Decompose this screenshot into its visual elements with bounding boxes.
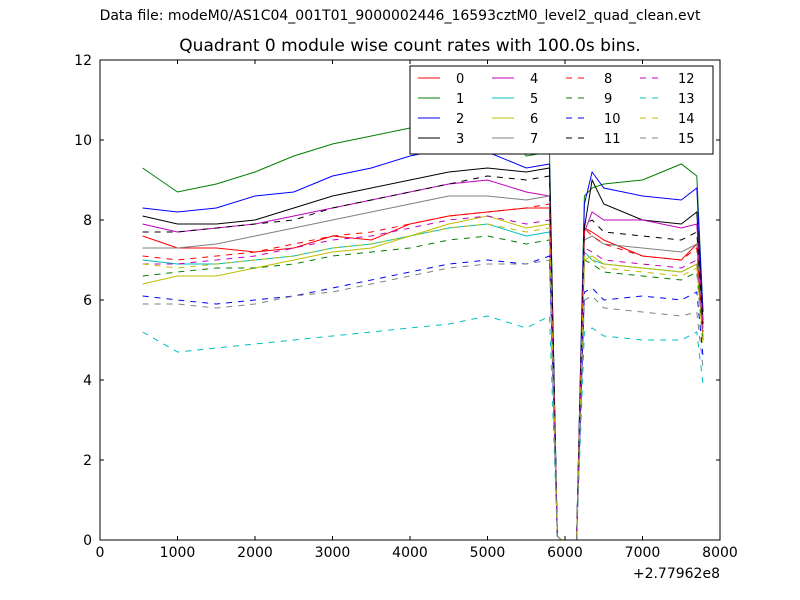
x-tick-label: 1000 (160, 545, 196, 561)
legend-label-14: 14 (678, 112, 695, 127)
series-line-2 (142, 147, 704, 541)
legend-label-5: 5 (530, 92, 538, 107)
x-tick-label: 6000 (547, 545, 583, 561)
y-tick-label: 2 (83, 453, 92, 469)
x-tick-label: 3000 (315, 545, 351, 561)
series-line-4 (142, 179, 704, 541)
x-tick-label: 2000 (237, 545, 273, 561)
y-tick-label: 12 (74, 53, 92, 69)
series-line-15 (142, 259, 704, 541)
legend-label-0: 0 (456, 72, 464, 87)
series-line-7 (142, 195, 704, 541)
series-line-0 (142, 207, 704, 541)
series-line-13 (142, 315, 704, 541)
series-line-3 (142, 167, 704, 541)
legend-label-3: 3 (456, 132, 464, 147)
series-line-8 (142, 203, 704, 541)
legend-label-2: 2 (456, 112, 464, 127)
series-line-6 (142, 215, 704, 541)
y-tick-label: 4 (83, 373, 92, 389)
series-layer (142, 107, 704, 541)
legend-label-10: 10 (604, 112, 621, 127)
legend-label-8: 8 (604, 72, 612, 87)
series-line-9 (142, 235, 704, 541)
x-tick-label: 4000 (392, 545, 428, 561)
legend-label-9: 9 (604, 92, 612, 107)
y-tick-label: 10 (74, 133, 92, 149)
legend-label-13: 13 (678, 92, 695, 107)
legend-label-15: 15 (678, 132, 695, 147)
y-tick-label: 6 (83, 293, 92, 309)
legend-frame (409, 65, 714, 155)
series-line-10 (142, 255, 704, 541)
chart-title: Quadrant 0 module wise count rates with … (179, 36, 641, 56)
series-line-11 (142, 175, 704, 541)
legend-label-4: 4 (530, 72, 538, 87)
x-offset-label: +2.77962e8 (633, 566, 720, 582)
legend-label-12: 12 (678, 72, 695, 87)
legend-label-11: 11 (604, 132, 621, 147)
legend-label-7: 7 (530, 132, 538, 147)
y-tick-label: 0 (83, 533, 92, 549)
x-tick-label: 5000 (470, 545, 506, 561)
y-tick-label: 8 (83, 213, 92, 229)
tick-layer: 0 1000 2000 3000 4000 5000 6000 7000 80000246810… (74, 53, 738, 561)
legend-label-1: 1 (456, 92, 464, 107)
series-line-12 (142, 215, 704, 541)
legend-label-6: 6 (530, 112, 538, 127)
series-line-5 (142, 223, 704, 541)
suptitle: Data file: modeM0/AS1C04_001T01_90000024… (99, 8, 701, 24)
x-tick-label: 8000 (702, 545, 738, 561)
x-tick-label: 7000 (625, 545, 661, 561)
series-line-1 (142, 107, 704, 541)
series-line-14 (142, 223, 704, 541)
x-tick-label: 0 (96, 545, 105, 561)
